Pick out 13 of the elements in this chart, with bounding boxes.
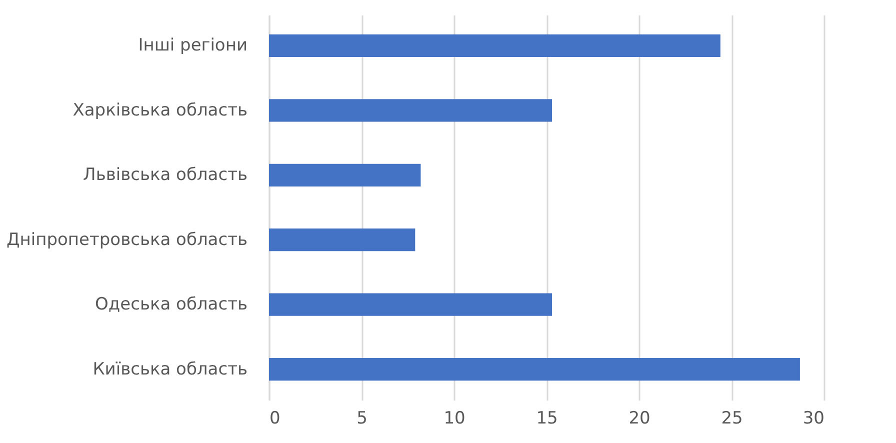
- y-tick-label: Одеська область: [95, 294, 248, 315]
- x-tick-label: 5: [356, 408, 368, 428]
- y-tick-label: Харківська область: [72, 100, 248, 120]
- x-tick-label: 20: [628, 408, 650, 428]
- y-tick-label: Дніпропетровська область: [6, 230, 248, 250]
- x-tick-label: 15: [536, 408, 558, 428]
- y-tick-label: Інші регіони: [138, 36, 248, 56]
- y-tick-label: Львівська область: [83, 165, 248, 186]
- x-tick-label: 0: [270, 408, 280, 428]
- y-tick-label: Київська область: [92, 359, 248, 380]
- x-tick-label: 30: [802, 408, 824, 428]
- x-tick-label: 10: [444, 408, 466, 428]
- x-tick-label: 25: [721, 408, 743, 428]
